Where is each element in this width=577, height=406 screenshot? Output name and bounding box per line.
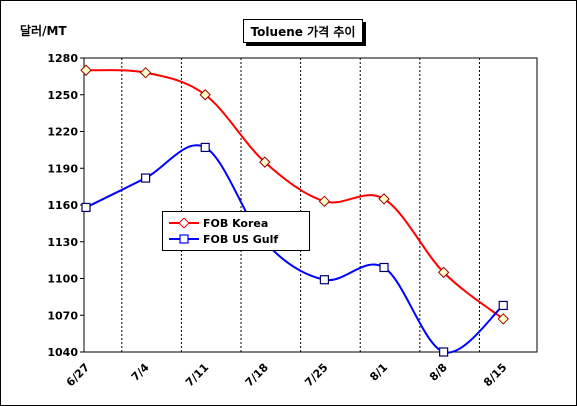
x-tick-label: 6/27 bbox=[64, 361, 92, 389]
plot-area bbox=[83, 57, 538, 353]
data-point-square bbox=[319, 275, 330, 285]
legend-marker-square-icon bbox=[169, 234, 199, 244]
data-point-diamond bbox=[378, 193, 390, 205]
legend-item-fob-korea: FOB Korea bbox=[169, 215, 268, 231]
chart-title-text: Toluene 가격 추이 bbox=[250, 24, 356, 39]
series-line-fob-korea bbox=[85, 69, 504, 320]
data-point-square bbox=[141, 173, 151, 183]
legend-item-fob-us-gulf: FOB US Gulf bbox=[169, 231, 278, 247]
legend-label: FOB US Gulf bbox=[203, 232, 279, 246]
x-tick-label: 8/15 bbox=[481, 361, 509, 389]
data-point-square bbox=[200, 142, 210, 153]
data-point-diamond bbox=[437, 266, 450, 279]
y-tick-label: 1160 bbox=[47, 199, 78, 212]
legend-label: FOB Korea bbox=[203, 216, 269, 230]
data-point-diamond bbox=[497, 313, 509, 325]
data-point-square bbox=[379, 262, 389, 273]
data-point-diamond bbox=[259, 156, 271, 168]
x-tick-label: 8/8 bbox=[427, 361, 450, 384]
data-point-square bbox=[498, 300, 508, 311]
legend: FOB Korea FOB US Gulf bbox=[162, 211, 310, 251]
x-tick-label: 7/18 bbox=[243, 361, 271, 389]
y-axis-label: 달러/MT bbox=[20, 24, 67, 38]
x-tick-label: 8/1 bbox=[367, 361, 390, 384]
data-point-diamond bbox=[80, 64, 92, 76]
data-point-square bbox=[439, 347, 449, 357]
y-tick-label: 1100 bbox=[47, 273, 78, 286]
y-tick-label: 1040 bbox=[47, 346, 78, 359]
y-tick-label: 1220 bbox=[47, 126, 78, 139]
y-tick-label: 1070 bbox=[47, 309, 78, 322]
data-point-diamond bbox=[199, 89, 211, 101]
y-tick-label: 1250 bbox=[47, 89, 78, 102]
chart-title: Toluene 가격 추이 bbox=[243, 19, 363, 43]
x-tick-label: 7/11 bbox=[183, 361, 211, 389]
x-tick-label: 7/4 bbox=[129, 361, 152, 384]
data-point-diamond bbox=[318, 195, 331, 208]
x-tick-label: 7/25 bbox=[302, 361, 330, 389]
data-point-diamond bbox=[139, 66, 152, 79]
y-tick-label: 1190 bbox=[47, 162, 78, 175]
data-point-square bbox=[81, 202, 91, 213]
legend-marker-diamond-icon bbox=[169, 218, 199, 228]
y-tick-label: 1280 bbox=[47, 52, 78, 65]
y-tick-label: 1130 bbox=[47, 236, 78, 249]
